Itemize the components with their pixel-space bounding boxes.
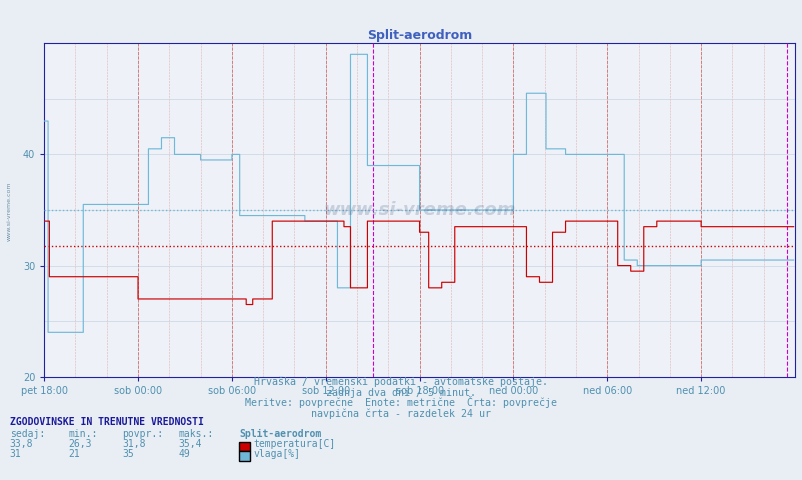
Text: navpična črta - razdelek 24 ur: navpična črta - razdelek 24 ur <box>311 408 491 419</box>
Title: Split-aerodrom: Split-aerodrom <box>367 29 472 42</box>
Text: sedaj:: sedaj: <box>10 429 45 439</box>
Text: Hrvaška / vremenski podatki - avtomatske postaje.: Hrvaška / vremenski podatki - avtomatske… <box>254 376 548 387</box>
Text: www.si-vreme.com: www.si-vreme.com <box>7 181 12 241</box>
Text: Meritve: povprečne  Enote: metrične  Črta: povprečje: Meritve: povprečne Enote: metrične Črta:… <box>245 396 557 408</box>
Text: 35: 35 <box>122 449 134 459</box>
Text: 33,8: 33,8 <box>10 439 33 449</box>
Text: 49: 49 <box>178 449 190 459</box>
Text: ZGODOVINSKE IN TRENUTNE VREDNOSTI: ZGODOVINSKE IN TRENUTNE VREDNOSTI <box>10 417 203 427</box>
Text: 26,3: 26,3 <box>68 439 91 449</box>
Text: 31,8: 31,8 <box>122 439 145 449</box>
Text: 21: 21 <box>68 449 80 459</box>
Text: 31: 31 <box>10 449 22 459</box>
Text: 35,4: 35,4 <box>178 439 201 449</box>
Text: Split-aerodrom: Split-aerodrom <box>239 429 321 439</box>
Text: zadnja dva dni / 5 minut.: zadnja dva dni / 5 minut. <box>326 387 476 397</box>
Text: maks.:: maks.: <box>178 429 213 439</box>
Text: temperatura[C]: temperatura[C] <box>253 439 335 449</box>
Text: povpr.:: povpr.: <box>122 429 163 439</box>
Text: min.:: min.: <box>68 429 98 439</box>
Text: vlaga[%]: vlaga[%] <box>253 449 301 459</box>
Text: www.si-vreme.com: www.si-vreme.com <box>323 201 515 219</box>
